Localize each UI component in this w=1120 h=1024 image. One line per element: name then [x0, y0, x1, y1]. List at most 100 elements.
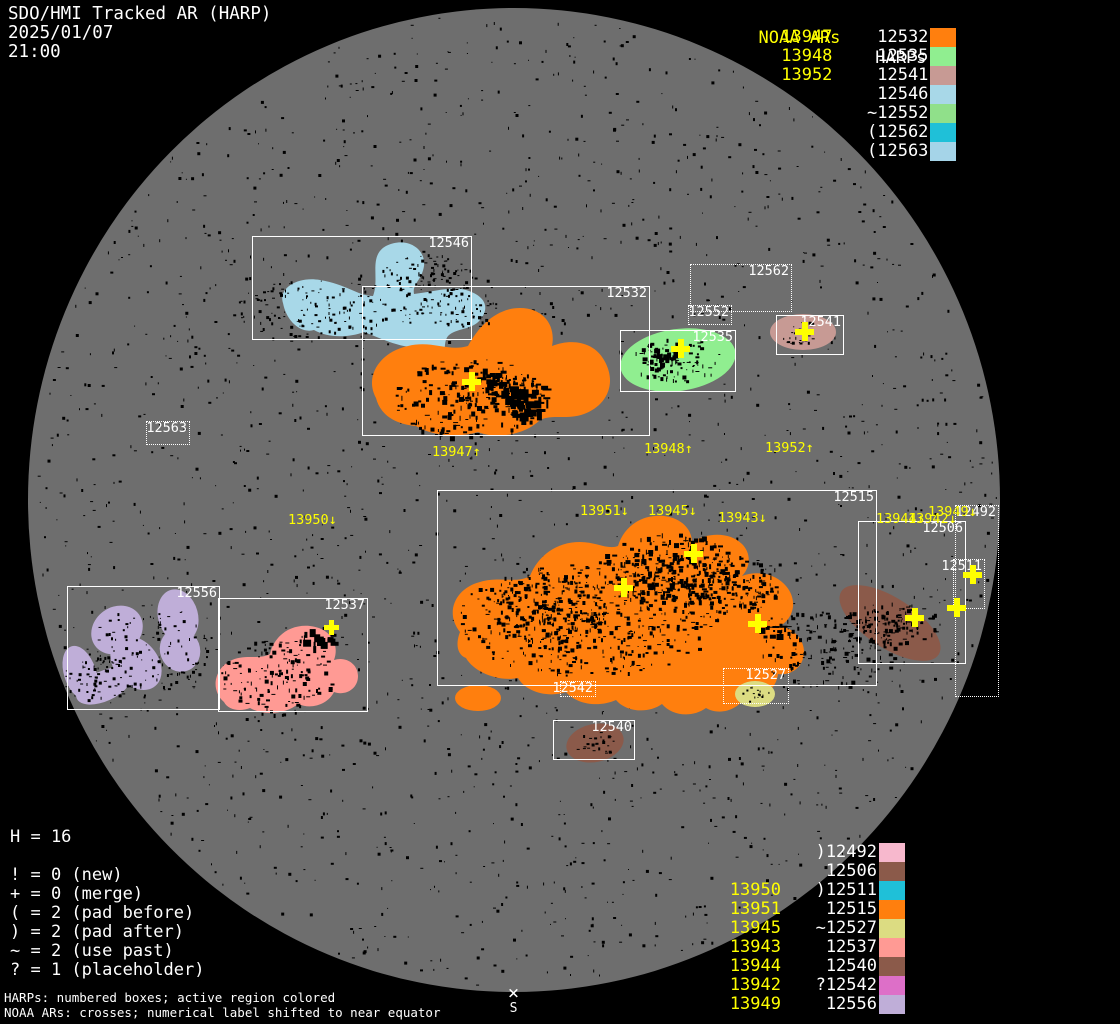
blob-12556	[62, 589, 201, 705]
legend-color-swatch	[879, 919, 905, 938]
legend-color-swatch	[879, 881, 905, 900]
harp-box-label: 12515	[833, 489, 874, 505]
harp-box-12506[interactable]: 12506	[858, 521, 966, 664]
blob-12515-island	[455, 685, 501, 711]
harp-box-12541[interactable]: 12541	[776, 315, 844, 355]
legend-row: 13952 12541	[781, 66, 957, 85]
legend-row: ~12552	[867, 104, 957, 123]
legend-noaa-id: 13952	[781, 65, 833, 85]
key-line: ? = 1 (placeholder)	[10, 960, 205, 980]
noaa-label-13950: 13950↓	[288, 512, 337, 528]
legend-harp-id: 12535	[877, 46, 929, 66]
caption-line-2: NOAA ARs: crosses; numerical label shift…	[4, 1005, 441, 1020]
harp-box-12537[interactable]: 12537	[218, 598, 368, 712]
harp-box-12532[interactable]: 12532	[362, 286, 650, 436]
legend-row: 13947 12532	[781, 28, 957, 47]
blob-12515	[452, 515, 804, 715]
legend-color-swatch	[930, 85, 957, 104]
legend-color-swatch	[879, 995, 905, 1014]
legend-harp-id: 12546	[877, 84, 929, 104]
legend-row: 12546	[877, 85, 957, 104]
harp-box-12556[interactable]: 12556	[67, 586, 220, 710]
legend-noaa-id: 13944	[729, 956, 781, 976]
noaa-cross-13943b	[324, 620, 339, 635]
blob-12532	[371, 308, 611, 436]
key-line: ! = 0 (new)	[10, 865, 123, 885]
harp-box-label: 12541	[800, 314, 841, 330]
legend-harp-id: (12563	[867, 141, 929, 161]
active-region-blobs	[62, 242, 941, 763]
legend-harp-id: 12537	[825, 937, 877, 957]
legend-noaa-id: 13943	[729, 937, 781, 957]
harp-box-label: 12540	[591, 719, 632, 735]
legend-top: NOAA ARs HARPs 13947 12532 13948 12535 13952…	[759, 8, 957, 161]
legend-top-rows: 13947 12532 13948 12535 13952 12541 12546 ~1255…	[781, 28, 957, 161]
harp-box-label: 12535	[692, 329, 733, 345]
harp-box-12562[interactable]: 12562	[690, 264, 792, 312]
blob-12546	[282, 242, 486, 362]
harp-count: H = 16	[10, 827, 72, 847]
date-label: 2025/01/07	[8, 23, 114, 43]
legend-harp-id: ?12542	[815, 975, 877, 995]
legend-color-swatch	[930, 47, 957, 66]
harp-box-label: 12492	[955, 504, 996, 520]
legend-harp-id: 12541	[877, 65, 929, 85]
harp-box-label: 12563	[146, 420, 187, 436]
harp-box-12542[interactable]: 12542	[552, 681, 596, 697]
legend-color-swatch	[879, 843, 905, 862]
legend-harp-id: )12511	[815, 880, 877, 900]
legend-harp-id: ~12527	[815, 918, 877, 938]
noaa-label-13943: 13943↓	[718, 510, 767, 526]
harp-box-label: 12537	[324, 597, 365, 613]
status-key-block: H = 16 ! = 0 (new) + = 0 (merge)( = 2 (pa…	[10, 828, 204, 980]
legend-row: (12563	[867, 142, 957, 161]
legend-row: (12562	[867, 123, 957, 142]
cross-marker-icon: ×	[507, 982, 520, 1004]
noaa-cross-13949	[963, 565, 982, 584]
key-line: ) = 2 (pad after)	[10, 922, 184, 942]
harp-box-12552[interactable]: 12552	[688, 305, 732, 325]
legend-color-swatch	[879, 938, 905, 957]
harp-box-12527[interactable]: 12527	[723, 668, 789, 704]
harp-box-12563[interactable]: 12563	[146, 421, 190, 445]
caption-block: HARPs: numbered boxes; active region col…	[4, 990, 441, 1020]
legend-color-swatch	[879, 957, 905, 976]
harp-box-label: 12527	[745, 667, 786, 683]
legend-harp-id: ~12552	[867, 103, 929, 123]
noaa-cross-13945	[684, 544, 703, 563]
legend-color-swatch	[879, 976, 905, 995]
key-line: ~ = 2 (use past)	[10, 941, 174, 961]
blob-12527	[735, 681, 775, 707]
harp-box-label: 12532	[606, 285, 647, 301]
legend-noaa-id: 13947	[781, 27, 833, 47]
legend-harp-id: (12562	[867, 122, 929, 142]
caption-line-1: HARPs: numbered boxes; active region col…	[4, 990, 336, 1005]
key-line: ( = 2 (pad before)	[10, 903, 195, 923]
legend-color-swatch	[930, 28, 957, 47]
harp-box-label: 12552	[688, 304, 729, 320]
legend-harp-id: 12506	[825, 861, 877, 881]
noaa-cross-13947	[462, 372, 481, 391]
noaa-label-13947: 13947↑	[432, 444, 481, 460]
harp-box-label: 12542	[552, 680, 593, 696]
legend-noaa-id: 13948	[781, 46, 833, 66]
legend-top-header: NOAA ARs HARPs	[759, 8, 956, 68]
legend-row: 13948 12535	[781, 47, 957, 66]
noaa-cross-13951	[614, 578, 633, 597]
solar-disk	[28, 8, 1000, 992]
harp-box-label: 12562	[748, 263, 789, 279]
legend-noaa-id: 13951	[729, 899, 781, 919]
harp-box-12535[interactable]: 12535	[620, 330, 736, 392]
harp-box-12540[interactable]: 12540	[553, 720, 635, 760]
noaa-cross-13948	[671, 339, 690, 358]
legend-noaa-id: 13942	[729, 975, 781, 995]
legend-color-swatch	[930, 123, 957, 142]
legend-color-swatch	[930, 142, 957, 161]
legend-color-swatch	[930, 66, 957, 85]
noaa-cross-13943	[748, 614, 767, 633]
legend-harp-header: HARPs	[875, 48, 927, 68]
harp-box-label: 12546	[428, 235, 469, 251]
harp-box-12515[interactable]: 12515	[437, 490, 877, 686]
noaa-label-13944: 13944↓	[876, 511, 925, 527]
